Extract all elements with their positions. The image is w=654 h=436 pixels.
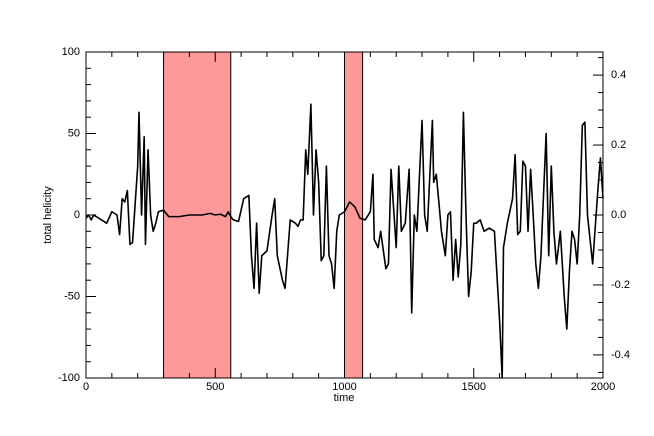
- y-tick-label: 50: [68, 127, 80, 139]
- shaded-span: [344, 51, 364, 379]
- y-tick-label: -50: [64, 290, 80, 302]
- x-axis-label: time: [334, 392, 355, 404]
- y-axis-label: total helicity: [42, 186, 54, 244]
- data-line: [85, 103, 604, 379]
- x-tick-label: 1500: [462, 381, 486, 393]
- y2-tick-label: 0.2: [611, 139, 626, 151]
- y-tick-label: -100: [58, 372, 80, 384]
- x-tick-label: 500: [206, 381, 224, 393]
- x-tick-label: 0: [83, 381, 89, 393]
- y2-tick-label: 0.0: [611, 209, 626, 221]
- y2-tick-label: 0.4: [611, 69, 626, 81]
- y-tick-label: 0: [74, 209, 80, 221]
- y2-tick-label: -0.2: [611, 279, 630, 291]
- y-tick-label: 100: [62, 46, 80, 58]
- x-tick-label: 2000: [591, 381, 615, 393]
- x-tick-label: 1000: [332, 381, 356, 393]
- y2-tick-label: -0.4: [611, 349, 630, 361]
